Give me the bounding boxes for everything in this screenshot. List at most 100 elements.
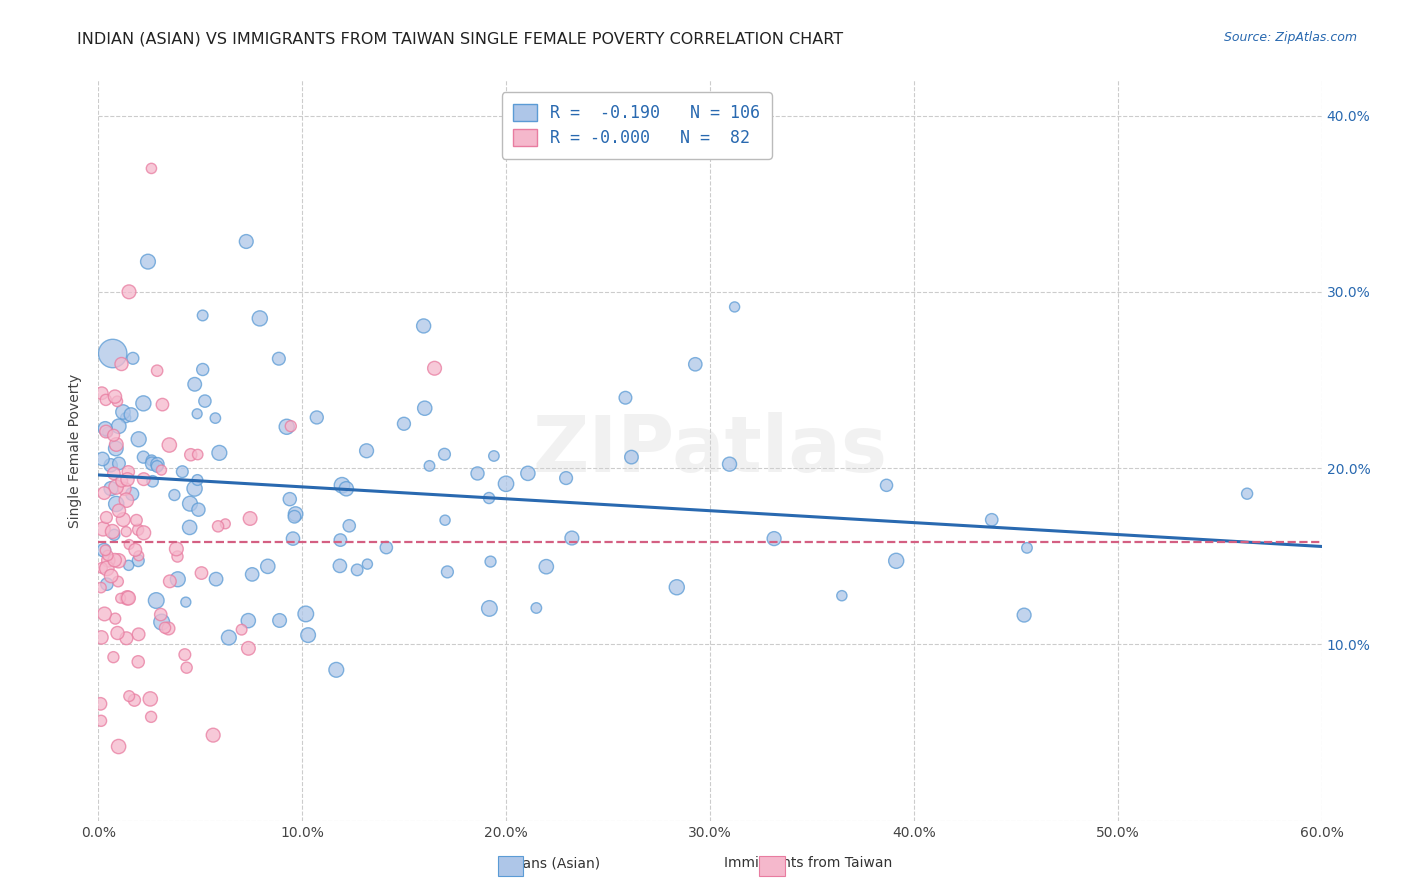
- Point: [149, 607, 172, 622]
- Point: [104, 612, 127, 626]
- Point: [179, 520, 201, 534]
- Point: [723, 300, 745, 314]
- Point: [104, 390, 127, 404]
- Point: [90, 581, 112, 595]
- Point: [97, 553, 120, 567]
- Point: [356, 557, 378, 571]
- Point: [105, 394, 128, 409]
- Point: [124, 693, 146, 707]
- Point: [495, 476, 517, 491]
- Point: [94, 543, 117, 558]
- Point: [412, 318, 434, 333]
- Point: [763, 532, 786, 546]
- Point: [831, 589, 853, 603]
- Point: [103, 528, 125, 542]
- Point: [101, 524, 124, 539]
- Point: [141, 453, 163, 467]
- Point: [157, 622, 180, 636]
- Point: [231, 623, 253, 637]
- Point: [204, 411, 226, 425]
- Point: [112, 513, 135, 527]
- Point: [89, 697, 111, 711]
- Point: [555, 471, 578, 485]
- Point: [120, 408, 142, 422]
- Point: [146, 457, 169, 471]
- Point: [239, 511, 262, 525]
- Point: [97, 425, 120, 440]
- Point: [118, 689, 141, 703]
- Point: [337, 518, 360, 533]
- Point: [436, 565, 458, 579]
- Point: [96, 577, 118, 591]
- Point: [482, 449, 505, 463]
- Point: [117, 472, 139, 486]
- Point: [122, 351, 145, 366]
- Point: [218, 631, 240, 645]
- Point: [150, 615, 173, 629]
- Point: [335, 482, 357, 496]
- Point: [118, 537, 141, 551]
- Point: [187, 502, 209, 516]
- Point: [115, 591, 138, 605]
- Point: [235, 235, 257, 249]
- Point: [132, 396, 155, 410]
- Point: [128, 549, 150, 563]
- Point: [375, 541, 398, 555]
- Point: [620, 450, 643, 464]
- Point: [107, 574, 129, 589]
- Point: [433, 447, 456, 461]
- Point: [614, 391, 637, 405]
- Point: [125, 513, 148, 527]
- Point: [423, 361, 446, 376]
- Point: [110, 591, 132, 606]
- Point: [392, 417, 415, 431]
- Point: [166, 572, 188, 586]
- Point: [190, 566, 212, 580]
- Point: [1015, 541, 1038, 555]
- Point: [329, 533, 352, 547]
- Point: [117, 591, 139, 605]
- Point: [139, 692, 162, 706]
- Point: [238, 614, 260, 628]
- Point: [205, 572, 228, 586]
- Point: [141, 457, 163, 471]
- Point: [91, 522, 114, 536]
- Point: [118, 285, 141, 299]
- Point: [136, 254, 159, 268]
- Legend: R =  -0.190   N = 106, R = -0.000   N =  82: R = -0.190 N = 106, R = -0.000 N = 82: [502, 92, 772, 159]
- Point: [108, 504, 131, 518]
- Point: [90, 386, 112, 401]
- Point: [186, 473, 208, 487]
- Point: [176, 661, 198, 675]
- Point: [115, 524, 138, 539]
- Point: [132, 525, 155, 540]
- Point: [516, 467, 538, 481]
- Point: [278, 492, 301, 507]
- Point: [325, 663, 347, 677]
- Point: [173, 648, 195, 662]
- Point: [107, 626, 129, 640]
- Point: [172, 465, 194, 479]
- Point: [214, 516, 236, 531]
- Point: [115, 632, 138, 646]
- Point: [166, 549, 188, 564]
- Point: [280, 419, 302, 434]
- Point: [104, 553, 127, 567]
- Point: [267, 351, 290, 366]
- Point: [94, 425, 117, 439]
- Point: [103, 467, 125, 481]
- Point: [329, 558, 352, 573]
- Text: Source: ZipAtlas.com: Source: ZipAtlas.com: [1223, 31, 1357, 45]
- Text: Indians (Asian): Indians (Asian): [496, 856, 600, 871]
- Point: [139, 710, 162, 724]
- Point: [146, 459, 169, 474]
- Point: [191, 362, 214, 376]
- Point: [91, 452, 114, 467]
- Point: [207, 519, 229, 533]
- Point: [284, 507, 307, 521]
- Point: [128, 627, 150, 641]
- Point: [128, 432, 150, 446]
- Point: [132, 472, 155, 486]
- Point: [132, 450, 155, 464]
- Point: [105, 497, 128, 511]
